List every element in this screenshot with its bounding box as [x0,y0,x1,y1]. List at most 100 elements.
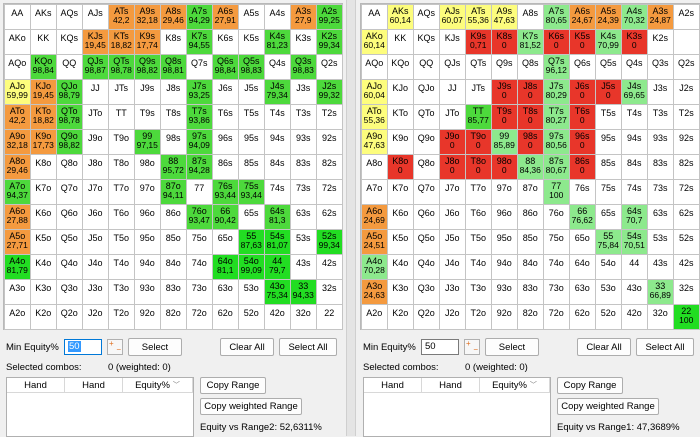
hand-cell-72o[interactable]: 72o [543,304,570,330]
hand-cell-q2o[interactable]: Q2o [56,304,83,330]
hand-cell-63s[interactable]: 63s [290,204,317,230]
hand-cell-a2s[interactable]: A2s 99,25 [316,4,343,30]
hand-cell-t9s[interactable]: T9s 0 [491,104,518,130]
hand-cell-76s[interactable]: 76s [569,179,596,205]
hand-cell-ats[interactable]: ATs 42,2 [108,4,135,30]
hand-cell-q2s[interactable]: Q2s [316,54,343,80]
hand-cell-87s[interactable]: 87s 94,28 [186,154,213,180]
hand-cell-77[interactable]: 77 [186,179,213,205]
hand-cell-t3s[interactable]: T3s [290,104,317,130]
hand-cell-j6s[interactable]: J6s [212,79,239,105]
hand-cell-84s[interactable]: 84s [621,154,648,180]
hand-cell-93o[interactable]: 93o [134,279,161,305]
hand-cell-jj[interactable]: JJ [82,79,109,105]
hand-cell-a6s[interactable]: A6s 27,91 [212,4,239,30]
hand-cell-75s[interactable]: 75s 93,44 [238,179,265,205]
copy-weighted-range-button[interactable]: Copy weighted Range [557,398,659,415]
hand-cell-84o[interactable]: 84o [160,254,187,280]
hand-cell-j3o[interactable]: J3o [439,279,466,305]
hand-cell-k2s[interactable]: K2s [647,29,674,55]
hand-cell-k5o[interactable]: K5o [30,229,57,255]
hand-cell-53s[interactable]: 53s [647,229,674,255]
hand-cell-75o[interactable]: 75o [543,229,570,255]
hand-cell-q3s[interactable]: Q3s 98,83 [290,54,317,80]
hand-cell-76o[interactable]: 76o 93,47 [186,204,213,230]
hand-cell-85o[interactable]: 85o [160,229,187,255]
hand-cell-93s[interactable]: 93s [290,129,317,155]
hand-cell-65o[interactable]: 65o [569,229,596,255]
hand-cell-k9o[interactable]: K9o 17,73 [30,129,57,155]
hand-cell-a2o[interactable]: A2o [4,304,31,330]
hand-cell-j9s[interactable]: J9s [134,79,161,105]
hand-cell-75s[interactable]: 75s [595,179,622,205]
hand-cell-22[interactable]: 22 [316,304,343,330]
hand-cell-53s[interactable]: 53s [290,229,317,255]
hand-cell-t3o[interactable]: T3o [108,279,135,305]
hand-cell-k9o[interactable]: K9o [387,129,414,155]
hand-cell-99[interactable]: 99 85,89 [491,129,518,155]
hand-cell-q8o[interactable]: Q8o [413,154,440,180]
hand-cell-kjs[interactable]: KJs [439,29,466,55]
hand-cell-t6o[interactable]: T6o [108,204,135,230]
hand-cell-54s[interactable]: 54s 81,07 [264,229,291,255]
hand-cell-k3s[interactable]: K3s [290,29,317,55]
hand-cell-43o[interactable]: 43o 75,34 [264,279,291,305]
hand-cell-j6o[interactable]: J6o [82,204,109,230]
hand-cell-98s[interactable]: 98s 0 [517,129,544,155]
hand-cell-t9o[interactable]: T9o [108,129,135,155]
hand-cell-j4o[interactable]: J4o [439,254,466,280]
hand-cell-32o[interactable]: 32o [647,304,674,330]
hand-cell-tt[interactable]: TT 85,77 [465,104,492,130]
hand-cell-j8o[interactable]: J8o [82,154,109,180]
hand-cell-k8s[interactable]: K8s 0 [491,29,518,55]
hand-cell-t6s[interactable]: T6s [212,104,239,130]
hand-cell-t5o[interactable]: T5o [108,229,135,255]
hand-cell-qq[interactable]: QQ [56,54,83,80]
hand-cell-t4s[interactable]: T4s [264,104,291,130]
hand-cell-t7o[interactable]: T7o [465,179,492,205]
hand-cell-j4s[interactable]: J4s 69,65 [621,79,648,105]
hand-cell-q8s[interactable]: Q8s 98,81 [160,54,187,80]
hand-cell-q6o[interactable]: Q6o [56,204,83,230]
column-header-equity[interactable]: Equity% ﹀ [480,378,550,393]
hand-cell-52s[interactable]: 52s [673,229,700,255]
hand-cell-jto[interactable]: JTo [439,104,466,130]
hand-cell-q3o[interactable]: Q3o [56,279,83,305]
hand-cell-q9s[interactable]: Q9s 98,82 [134,54,161,80]
hand-cell-t4s[interactable]: T4s [621,104,648,130]
hand-cell-q7o[interactable]: Q7o [413,179,440,205]
hand-cell-86o[interactable]: 86o [517,204,544,230]
hand-cell-ats[interactable]: ATs 55,36 [465,4,492,30]
hand-cell-a9s[interactable]: A9s 47,63 [491,4,518,30]
hand-cell-a9o[interactable]: A9o 32,18 [4,129,31,155]
hand-cell-t5s[interactable]: T5s [238,104,265,130]
hand-cell-86o[interactable]: 86o [160,204,187,230]
hand-cell-53o[interactable]: 53o [238,279,265,305]
hand-cell-qjs[interactable]: QJs [439,54,466,80]
hand-cell-ato[interactable]: ATo 42,2 [4,104,31,130]
hand-cell-q7s[interactable]: Q7s [186,54,213,80]
hand-cell-tt[interactable]: TT [108,104,135,130]
hand-cell-t6o[interactable]: T6o [465,204,492,230]
hand-cell-q7o[interactable]: Q7o [56,179,83,205]
hand-cell-a4o[interactable]: A4o 81,79 [4,254,31,280]
hand-cell-85o[interactable]: 85o [517,229,544,255]
hand-cell-a9o[interactable]: A9o 47,63 [361,129,388,155]
hand-cell-jj[interactable]: JJ [439,79,466,105]
hand-cell-a5o[interactable]: A5o 27,71 [4,229,31,255]
copy-weighted-range-button[interactable]: Copy weighted Range [200,398,302,415]
hand-cell-k5s[interactable]: K5s 0 [569,29,596,55]
hand-cell-33[interactable]: 33 66,89 [647,279,674,305]
hand-cell-95o[interactable]: 95o [491,229,518,255]
hand-cell-ajs[interactable]: AJs 60,07 [439,4,466,30]
hand-cell-aks[interactable]: AKs 60,14 [387,4,414,30]
hand-cell-a6s[interactable]: A6s 24,67 [569,4,596,30]
hand-cell-qto[interactable]: QTo [413,104,440,130]
hand-cell-65s[interactable]: 65s [595,204,622,230]
hand-cell-t5s[interactable]: T5s [595,104,622,130]
hand-cell-aa[interactable]: AA [4,4,31,30]
hand-cell-t6s[interactable]: T6s 0 [569,104,596,130]
hand-cell-t7s[interactable]: T7s 80,27 [543,104,570,130]
hand-cell-t5o[interactable]: T5o [465,229,492,255]
hand-cell-66[interactable]: 66 76,62 [569,204,596,230]
